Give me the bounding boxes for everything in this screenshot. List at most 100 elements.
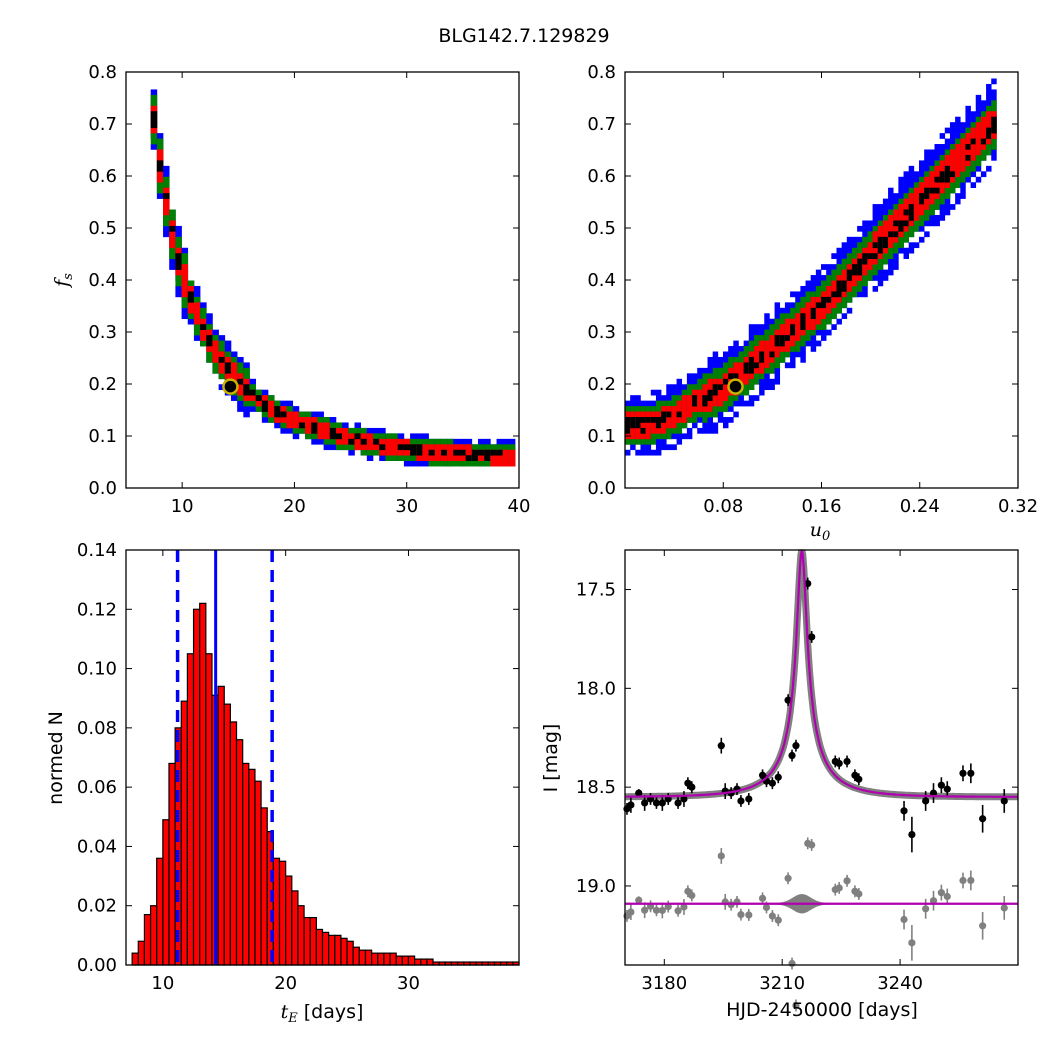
heatmap-cell <box>753 362 760 369</box>
data-point <box>943 785 951 793</box>
heatmap-cell <box>261 417 269 423</box>
heatmap-cell <box>980 105 987 112</box>
heatmap-cell <box>888 264 894 270</box>
heatmap-cell <box>707 373 713 380</box>
heatmap-cell <box>625 400 631 407</box>
residual-point <box>774 916 782 924</box>
residual-point <box>943 892 951 901</box>
heatmap-cell <box>175 258 182 265</box>
heatmap-cell <box>743 389 750 396</box>
heatmap-cell <box>630 427 636 434</box>
heatmap-cell <box>163 209 170 216</box>
heatmap-cell <box>385 449 392 456</box>
heatmap-cell <box>723 367 729 374</box>
heatmap-cell <box>459 444 466 451</box>
heatmap-cell <box>323 427 331 434</box>
heatmap-cell <box>841 313 848 320</box>
heatmap-cell <box>965 105 971 112</box>
heatmap-cell <box>453 444 460 451</box>
heatmap-cell <box>955 122 961 128</box>
heatmap-cell <box>206 324 213 330</box>
residual-point <box>688 891 696 900</box>
heatmap-cell <box>872 215 879 221</box>
heatmap-cell <box>434 449 442 456</box>
y-tick-label: 19.0 <box>576 876 616 897</box>
heatmap-cell <box>692 378 698 385</box>
heatmap-cell <box>410 433 417 440</box>
heatmap-cell <box>764 362 770 369</box>
heatmap-cell <box>428 460 436 467</box>
heatmap-cell <box>924 187 930 194</box>
heatmap-cell <box>924 176 930 183</box>
heatmap-cell <box>975 149 982 156</box>
heatmap-cell <box>800 307 806 314</box>
heatmap-cell <box>671 427 677 434</box>
heatmap-cell <box>243 378 250 385</box>
heatmap-cell <box>697 395 703 401</box>
heatmap-cell <box>893 253 899 259</box>
heatmap-cell <box>862 291 868 298</box>
heatmap-cell <box>790 335 796 341</box>
heatmap-cell <box>913 198 920 205</box>
heatmap-cell <box>815 324 822 330</box>
heatmap-cell <box>872 247 879 254</box>
heatmap-cell <box>150 133 158 139</box>
heatmap-cell <box>200 340 207 347</box>
y-tick-label: 0.06 <box>77 777 117 798</box>
heatmap-cell <box>857 291 863 298</box>
data-point <box>922 797 930 805</box>
heatmap-cell <box>815 329 822 336</box>
heatmap-cell <box>805 291 811 298</box>
heatmap-cell <box>795 296 801 303</box>
heatmap-cell <box>181 269 189 276</box>
x-tick-label: 20 <box>283 496 306 517</box>
heatmap-cell <box>484 460 491 467</box>
y-tick-label: 0.0 <box>88 478 117 499</box>
histogram-bar <box>297 905 305 966</box>
heatmap-cell <box>939 133 946 139</box>
heatmap-cell <box>717 367 724 374</box>
heatmap-cell <box>230 362 238 369</box>
heatmap-cell <box>934 198 940 205</box>
heatmap-cell <box>753 346 760 352</box>
heatmap-cell <box>666 427 672 434</box>
heatmap-cell <box>163 182 170 188</box>
heatmap-cell <box>459 460 466 467</box>
heatmap-cell <box>857 275 863 281</box>
residual-point <box>652 906 661 914</box>
heatmap-cell <box>929 187 935 194</box>
ylabel-i-mag: I [mag] <box>540 724 562 793</box>
heatmap-cell <box>908 220 915 227</box>
heatmap-cell <box>759 356 765 363</box>
heatmap-cell <box>846 247 853 254</box>
heatmap-cell <box>169 264 176 270</box>
heatmap-cell <box>821 329 827 336</box>
heatmap-cell <box>805 313 811 320</box>
heatmap-cell <box>218 340 226 347</box>
histogram-bar <box>223 703 231 966</box>
heatmap-cell <box>862 242 868 249</box>
heatmap-cell <box>280 427 287 434</box>
heatmap-cell <box>970 127 977 134</box>
heatmap-cell <box>748 340 755 347</box>
heatmap-cell <box>790 362 796 369</box>
heatmap-cell <box>305 427 312 434</box>
heatmap-cell <box>274 400 281 407</box>
heatmap-cell <box>795 302 801 309</box>
heatmap-cell <box>939 198 946 205</box>
heatmap-cell <box>733 362 739 369</box>
heatmap-cell <box>243 384 250 391</box>
heatmap-cell <box>697 400 703 407</box>
heatmap-cell <box>723 378 729 385</box>
heatmap-cell <box>939 154 946 161</box>
xlabel-te: tE [days] <box>281 1001 364 1026</box>
heatmap-cell <box>640 406 646 412</box>
heatmap-cell <box>508 460 516 467</box>
heatmap-cell <box>851 275 858 281</box>
heatmap-cell <box>471 449 479 456</box>
heatmap-cell <box>193 285 201 292</box>
heatmap-cell <box>980 127 987 134</box>
heatmap-cell <box>635 427 641 434</box>
heatmap-cell <box>924 193 930 199</box>
heatmap-cell <box>955 138 961 145</box>
